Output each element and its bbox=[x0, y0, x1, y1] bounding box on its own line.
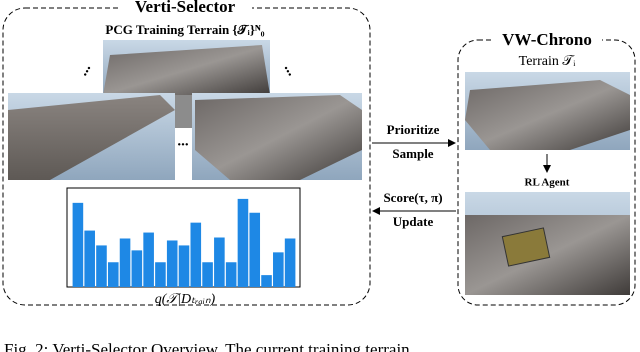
panel-title: Verti-Selector bbox=[135, 0, 236, 16]
histogram-bar bbox=[178, 245, 190, 287]
panel-title: VW-Chrono bbox=[502, 30, 592, 49]
arrow-label: Update bbox=[393, 214, 434, 229]
histogram-bar bbox=[225, 262, 237, 287]
terrain-images bbox=[8, 40, 362, 180]
histogram-bar bbox=[107, 262, 119, 287]
histogram-bar bbox=[190, 222, 202, 287]
arrow-label: Sample bbox=[392, 146, 433, 161]
histogram-bar bbox=[84, 230, 95, 287]
sim-images bbox=[465, 72, 630, 295]
histogram-bar bbox=[202, 262, 213, 287]
title-bg bbox=[118, 0, 252, 16]
arrow-label: Score(τ, π) bbox=[383, 190, 442, 205]
terrain-label: Terrain 𝒯ᵢ bbox=[519, 54, 576, 69]
arrow-label: Prioritize bbox=[387, 122, 440, 137]
histogram-bar bbox=[166, 240, 178, 287]
histogram-bar bbox=[237, 198, 249, 287]
histogram-label: q(𝒯|Dₜᵣₐᵢₙ) bbox=[155, 292, 216, 307]
histogram-bar bbox=[155, 262, 166, 287]
agent-label: RL Agent bbox=[525, 177, 570, 189]
histogram-bar bbox=[249, 212, 261, 287]
histogram-bar bbox=[131, 250, 143, 287]
histogram-bar bbox=[119, 238, 131, 287]
histogram-bar bbox=[96, 245, 107, 287]
ellipsis: ... bbox=[281, 61, 301, 79]
ellipsis: ... bbox=[75, 61, 95, 79]
histogram-bar bbox=[284, 238, 296, 287]
histogram-bar bbox=[143, 232, 154, 287]
histogram-bar bbox=[214, 237, 225, 287]
ellipsis: ... bbox=[177, 133, 189, 149]
histogram-bar bbox=[273, 252, 284, 287]
histogram-bar bbox=[72, 202, 84, 287]
histogram-bar bbox=[261, 275, 272, 287]
title-bg bbox=[492, 32, 602, 50]
caption: Fig. 2: Verti-Selector Overview. The cur… bbox=[4, 340, 410, 352]
panel-subtitle: PCG Training Terrain {𝒯ᵢ}ᴺ₀ bbox=[105, 22, 264, 37]
